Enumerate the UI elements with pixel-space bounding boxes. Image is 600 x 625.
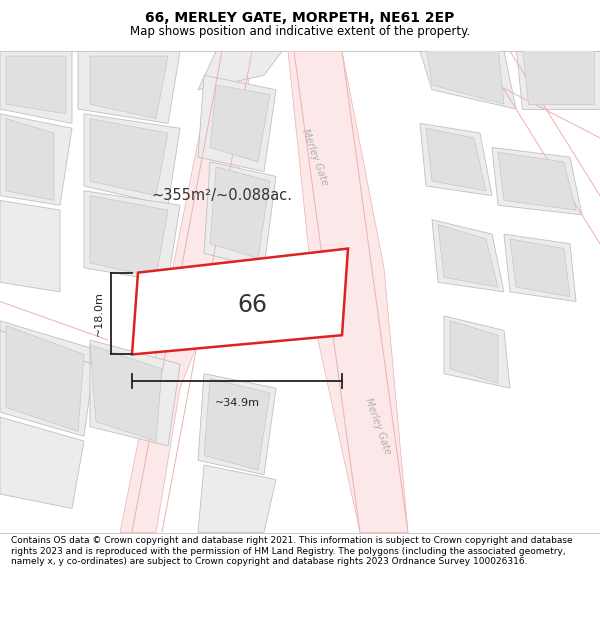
Text: Merley Gate: Merley Gate <box>363 397 393 456</box>
Polygon shape <box>210 85 270 162</box>
Polygon shape <box>492 148 582 215</box>
Polygon shape <box>0 51 72 124</box>
Polygon shape <box>210 167 270 258</box>
Polygon shape <box>84 114 180 205</box>
Polygon shape <box>198 374 276 475</box>
Polygon shape <box>198 51 282 90</box>
Polygon shape <box>420 124 492 196</box>
Polygon shape <box>444 316 510 388</box>
Text: Map shows position and indicative extent of the property.: Map shows position and indicative extent… <box>130 26 470 39</box>
Polygon shape <box>84 191 180 282</box>
Polygon shape <box>204 379 270 470</box>
Text: ~34.9m: ~34.9m <box>215 398 260 408</box>
Polygon shape <box>522 46 594 104</box>
Polygon shape <box>426 128 486 191</box>
Polygon shape <box>420 51 516 109</box>
Polygon shape <box>90 56 168 119</box>
Polygon shape <box>0 417 84 509</box>
Polygon shape <box>0 321 96 436</box>
Polygon shape <box>438 224 498 287</box>
Polygon shape <box>450 321 498 383</box>
Polygon shape <box>510 239 570 297</box>
Text: 66, MERLEY GATE, MORPETH, NE61 2EP: 66, MERLEY GATE, MORPETH, NE61 2EP <box>145 11 455 25</box>
Polygon shape <box>6 56 66 114</box>
Polygon shape <box>0 114 72 205</box>
Polygon shape <box>6 326 84 431</box>
Polygon shape <box>288 51 408 532</box>
Text: Contains OS data © Crown copyright and database right 2021. This information is : Contains OS data © Crown copyright and d… <box>11 536 572 566</box>
Polygon shape <box>120 51 252 532</box>
Text: Merley Gate: Merley Gate <box>300 127 330 187</box>
Polygon shape <box>6 119 54 201</box>
Text: ~18.0m: ~18.0m <box>94 291 104 336</box>
Text: ~355m²/~0.088ac.: ~355m²/~0.088ac. <box>151 188 293 203</box>
Polygon shape <box>198 75 276 171</box>
Text: 66: 66 <box>237 293 267 317</box>
Polygon shape <box>198 465 276 532</box>
Polygon shape <box>204 162 276 268</box>
Polygon shape <box>498 152 576 210</box>
Polygon shape <box>132 249 348 354</box>
Polygon shape <box>90 340 180 446</box>
Polygon shape <box>504 234 576 301</box>
Polygon shape <box>426 46 504 104</box>
Polygon shape <box>516 51 600 109</box>
Polygon shape <box>78 51 180 124</box>
Polygon shape <box>90 196 168 278</box>
Polygon shape <box>0 201 60 292</box>
Polygon shape <box>432 219 504 292</box>
Polygon shape <box>90 345 162 441</box>
Polygon shape <box>90 119 168 196</box>
